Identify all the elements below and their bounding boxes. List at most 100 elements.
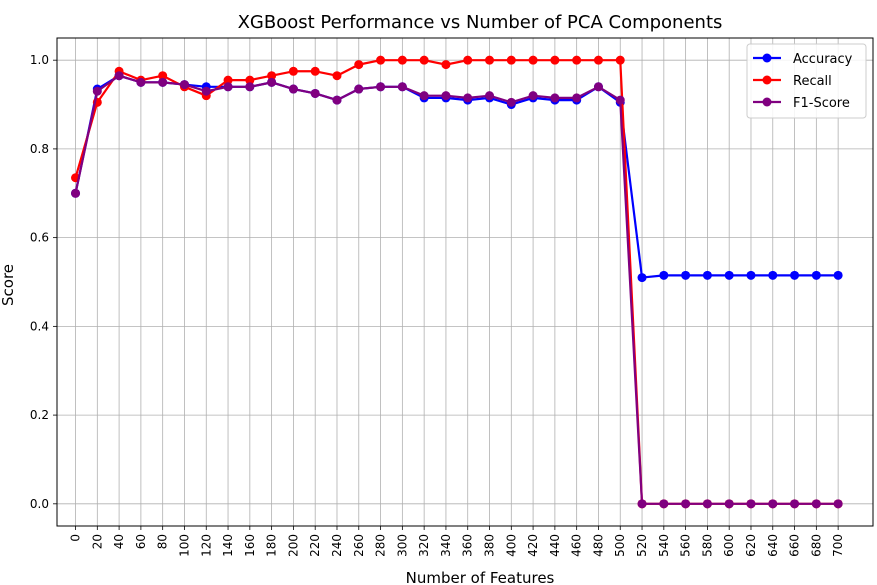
x-tick-label: 60 bbox=[134, 534, 148, 549]
data-point bbox=[245, 82, 255, 92]
legend-item: Accuracy bbox=[753, 52, 853, 67]
data-point bbox=[702, 270, 712, 280]
data-point bbox=[354, 84, 364, 94]
data-point bbox=[746, 270, 756, 280]
legend-marker bbox=[762, 53, 772, 63]
x-tick-label: 700 bbox=[831, 534, 845, 557]
data-point bbox=[71, 188, 81, 198]
x-tick-label: 380 bbox=[483, 534, 497, 557]
data-point bbox=[397, 55, 407, 65]
data-point bbox=[659, 270, 669, 280]
x-tick-label: 0 bbox=[69, 534, 83, 542]
x-tick-label: 560 bbox=[679, 534, 693, 557]
data-point bbox=[615, 55, 625, 65]
data-point bbox=[615, 95, 625, 105]
data-point bbox=[376, 55, 386, 65]
data-point bbox=[223, 82, 233, 92]
grid bbox=[57, 38, 873, 526]
x-tick-label: 200 bbox=[286, 534, 300, 557]
data-point bbox=[92, 86, 102, 96]
data-point bbox=[288, 84, 298, 94]
x-tick-label: 300 bbox=[395, 534, 409, 557]
x-tick-label: 100 bbox=[177, 534, 191, 557]
y-tick-label: 0.6 bbox=[30, 231, 49, 245]
data-point bbox=[833, 270, 843, 280]
x-tick-label: 420 bbox=[526, 534, 540, 557]
data-point bbox=[223, 75, 233, 85]
data-point bbox=[528, 55, 538, 65]
data-point bbox=[332, 95, 342, 105]
data-point bbox=[158, 71, 168, 81]
data-point bbox=[506, 55, 516, 65]
x-tick-label: 520 bbox=[635, 534, 649, 557]
x-tick-label: 160 bbox=[243, 534, 257, 557]
legend-marker bbox=[762, 97, 772, 107]
data-point bbox=[550, 93, 560, 103]
x-tick-label: 640 bbox=[766, 534, 780, 557]
x-tick-label: 360 bbox=[461, 534, 475, 557]
series-line bbox=[74, 74, 839, 505]
data-point bbox=[463, 55, 473, 65]
data-point bbox=[746, 499, 756, 509]
data-point bbox=[790, 499, 800, 509]
data-point bbox=[724, 499, 734, 509]
y-tick-label: 0.0 bbox=[30, 497, 49, 511]
data-point bbox=[637, 273, 647, 283]
y-tick-label: 0.2 bbox=[30, 408, 49, 422]
data-point bbox=[419, 55, 429, 65]
legend-label: F1-Score bbox=[793, 96, 850, 111]
x-tick-label: 580 bbox=[700, 534, 714, 557]
x-tick-label: 340 bbox=[439, 534, 453, 557]
legend-item: F1-Score bbox=[753, 96, 850, 111]
data-point bbox=[288, 66, 298, 76]
data-point bbox=[310, 88, 320, 98]
data-point bbox=[768, 270, 778, 280]
data-point bbox=[267, 71, 277, 81]
data-point bbox=[811, 499, 821, 509]
data-point bbox=[724, 270, 734, 280]
data-point bbox=[354, 60, 364, 70]
x-tick-label: 620 bbox=[744, 534, 758, 557]
data-point bbox=[179, 80, 189, 90]
data-point bbox=[332, 71, 342, 81]
data-point bbox=[201, 86, 211, 96]
y-tick-label: 0.8 bbox=[30, 142, 49, 156]
data-point bbox=[702, 499, 712, 509]
data-point bbox=[593, 55, 603, 65]
data-point bbox=[768, 499, 778, 509]
x-tick-label: 120 bbox=[199, 534, 213, 557]
x-tick-label: 660 bbox=[788, 534, 802, 557]
data-point bbox=[136, 77, 146, 87]
data-point bbox=[572, 93, 582, 103]
data-point bbox=[659, 499, 669, 509]
data-point bbox=[158, 77, 168, 87]
x-tick-label: 320 bbox=[417, 534, 431, 557]
data-point bbox=[681, 270, 691, 280]
axis-ticks: 0 20 40 60 80 100 120 140 160 180 200 220 240 260 280 3… bbox=[30, 53, 845, 557]
data-point bbox=[637, 499, 647, 509]
data-point bbox=[397, 82, 407, 92]
x-tick-label: 400 bbox=[504, 534, 518, 557]
data-point bbox=[485, 55, 495, 65]
x-tick-label: 260 bbox=[352, 534, 366, 557]
x-tick-label: 40 bbox=[112, 534, 126, 549]
series-layer bbox=[71, 55, 843, 509]
data-point bbox=[681, 499, 691, 509]
data-point bbox=[267, 77, 277, 87]
data-point bbox=[572, 55, 582, 65]
x-tick-label: 540 bbox=[657, 534, 671, 557]
data-point bbox=[790, 270, 800, 280]
legend-marker bbox=[762, 75, 772, 85]
x-tick-label: 140 bbox=[221, 534, 235, 557]
data-point bbox=[419, 91, 429, 101]
series-line bbox=[74, 59, 839, 505]
x-tick-label: 180 bbox=[265, 534, 279, 557]
x-tick-label: 220 bbox=[308, 534, 322, 557]
data-point bbox=[441, 60, 451, 70]
legend-item: Recall bbox=[753, 74, 832, 89]
plot-frame bbox=[56, 37, 874, 527]
data-point bbox=[310, 66, 320, 76]
chart-title: XGBoost Performance vs Number of PCA Com… bbox=[238, 12, 723, 33]
data-point bbox=[833, 499, 843, 509]
